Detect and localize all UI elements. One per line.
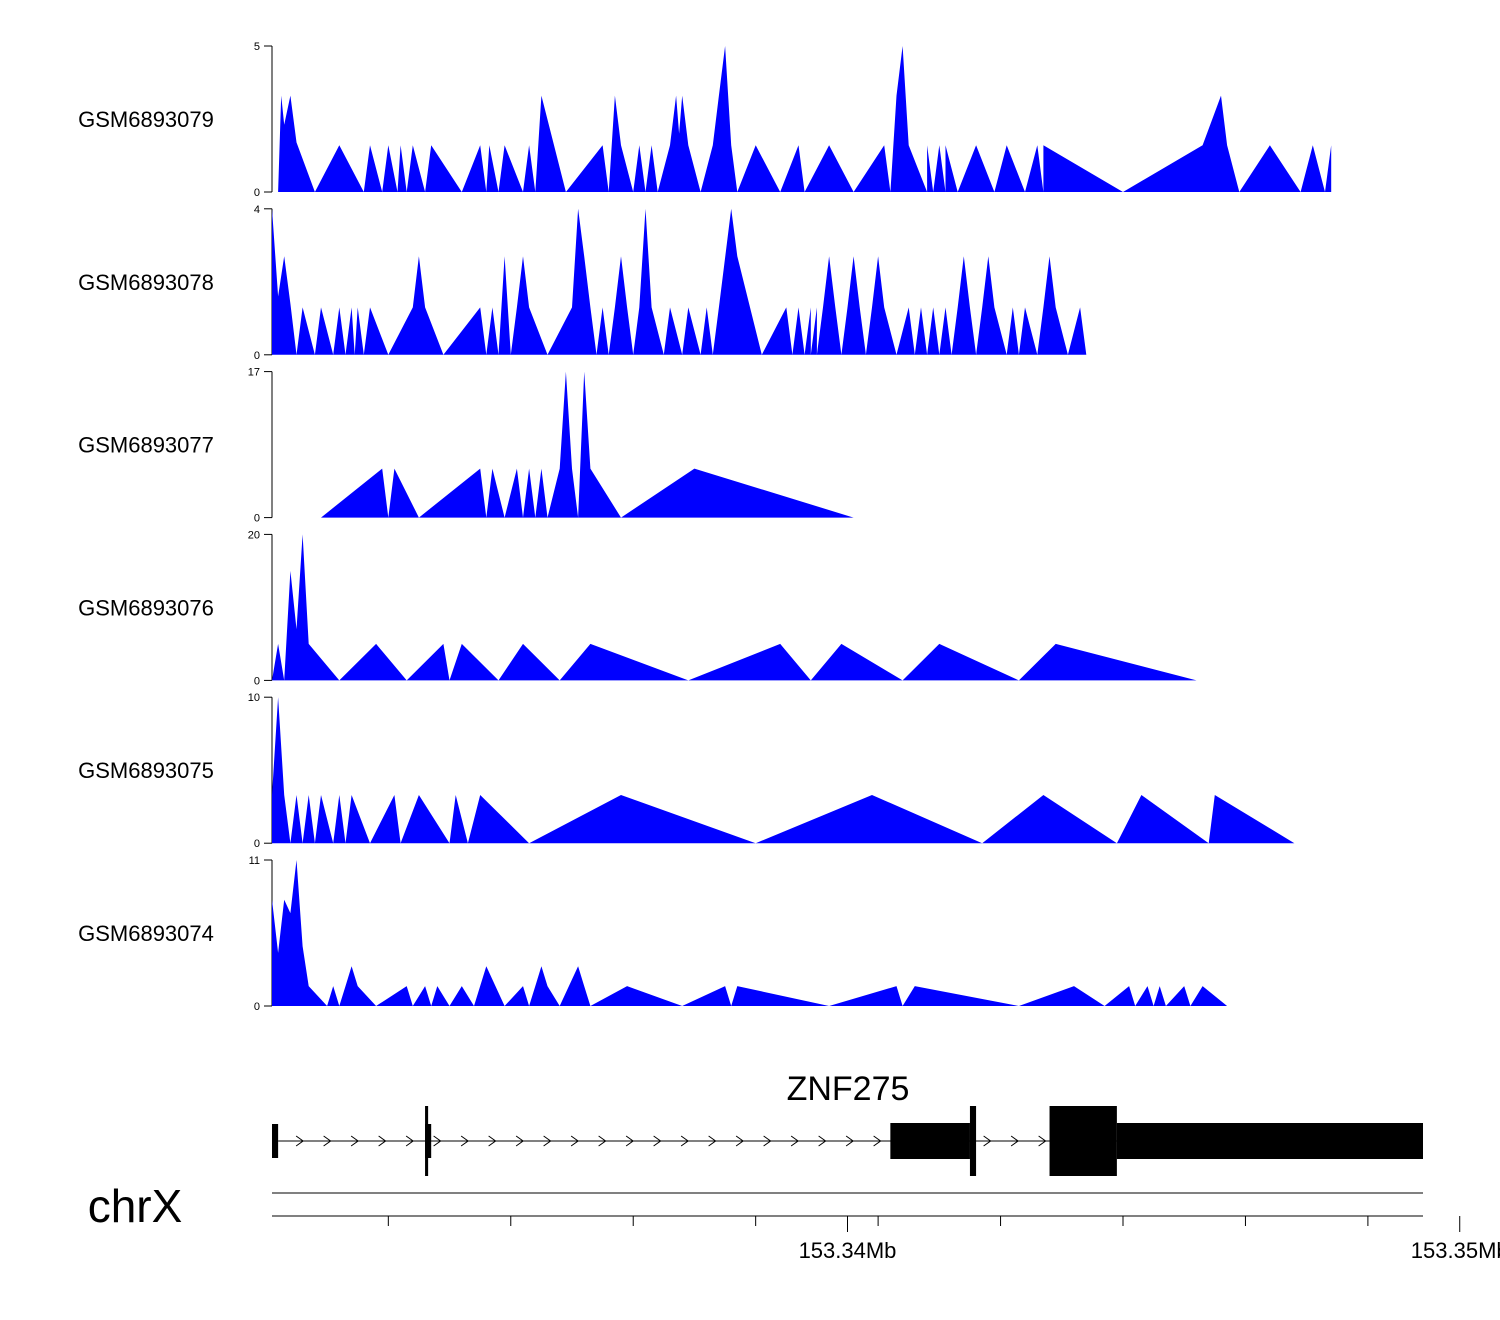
y-tick-label-min: 0 — [254, 350, 260, 362]
exon-block — [425, 1106, 429, 1176]
y-tick-label-max: 10 — [248, 692, 260, 704]
strand-chevron — [350, 1135, 359, 1147]
strand-chevron — [653, 1135, 662, 1147]
exon-block — [272, 1124, 279, 1158]
track-label: GSM6893074 — [78, 921, 214, 946]
y-tick-label-min: 0 — [254, 838, 260, 850]
strand-chevron — [845, 1135, 854, 1147]
exon-block — [969, 1106, 977, 1176]
coverage-area — [272, 534, 1197, 681]
coverage-area — [278, 46, 1332, 192]
y-tick-label-min: 0 — [254, 675, 260, 687]
strand-chevron — [763, 1135, 772, 1147]
exon-block — [425, 1124, 432, 1158]
track-gsm6893078: GSM6893078 4 0 — [78, 204, 1087, 362]
y-tick-label-max: 20 — [248, 529, 260, 541]
strand-chevron — [1038, 1135, 1047, 1147]
exon-block — [1049, 1106, 1117, 1176]
strand-chevron — [873, 1135, 882, 1147]
exon-block — [890, 1123, 970, 1159]
axis-tick-label: 153.35Mb — [1411, 1238, 1500, 1263]
track-gsm6893077: GSM6893077 17 0 — [78, 367, 854, 525]
axis-tick-label: 153.34Mb — [799, 1238, 897, 1263]
strand-chevron — [708, 1135, 717, 1147]
y-tick-label-max: 17 — [248, 367, 260, 379]
strand-chevron — [680, 1135, 689, 1147]
gene-model: ZNF275 — [272, 1070, 1423, 1176]
strand-chevron — [818, 1135, 827, 1147]
strand-chevron — [1010, 1135, 1019, 1147]
track-gsm6893074: GSM6893074 11 0 — [78, 855, 1228, 1013]
track-label: GSM6893079 — [78, 107, 214, 132]
strand-chevron — [735, 1135, 744, 1147]
track-gsm6893076: GSM6893076 20 0 — [78, 529, 1197, 687]
coverage-area — [321, 371, 854, 518]
coverage-area — [272, 697, 1295, 844]
chromosome-label: chrX — [88, 1180, 183, 1232]
track-gsm6893075: GSM6893075 10 0 — [78, 692, 1295, 850]
strand-chevron — [405, 1135, 414, 1147]
track-label: GSM6893075 — [78, 758, 214, 783]
strand-chevron — [543, 1135, 552, 1147]
y-tick-label-max: 5 — [254, 41, 260, 53]
strand-chevron — [790, 1135, 799, 1147]
gene-name-label: ZNF275 — [787, 1070, 910, 1108]
coverage-tracks: GSM689307950GSM689307840GSM6893077170GSM… — [78, 41, 1332, 1013]
exon-block — [1116, 1123, 1423, 1159]
strand-chevron — [983, 1135, 992, 1147]
strand-chevron — [598, 1135, 607, 1147]
track-label: GSM6893076 — [78, 595, 214, 620]
track-label: GSM6893077 — [78, 433, 214, 458]
strand-chevron — [460, 1135, 469, 1147]
y-tick-label-max: 11 — [249, 855, 260, 867]
strand-chevron — [378, 1135, 387, 1147]
track-gsm6893079: GSM6893079 5 0 — [78, 41, 1332, 199]
track-label: GSM6893078 — [78, 270, 214, 295]
strand-chevron — [433, 1135, 442, 1147]
genome-axis: chrX 153.34Mb 153.35Mb — [88, 1180, 1500, 1263]
strand-chevron — [323, 1135, 332, 1147]
strand-chevron — [488, 1135, 497, 1147]
y-tick-label-max: 4 — [254, 204, 260, 216]
coverage-area — [272, 860, 1228, 1006]
coverage-area — [272, 208, 1087, 355]
y-tick-label-min: 0 — [254, 1001, 260, 1013]
strand-chevron — [570, 1135, 579, 1147]
y-tick-label-min: 0 — [254, 187, 260, 199]
strand-chevron — [625, 1135, 634, 1147]
y-tick-label-min: 0 — [254, 513, 260, 525]
strand-chevron — [515, 1135, 524, 1147]
strand-chevron — [295, 1135, 304, 1147]
